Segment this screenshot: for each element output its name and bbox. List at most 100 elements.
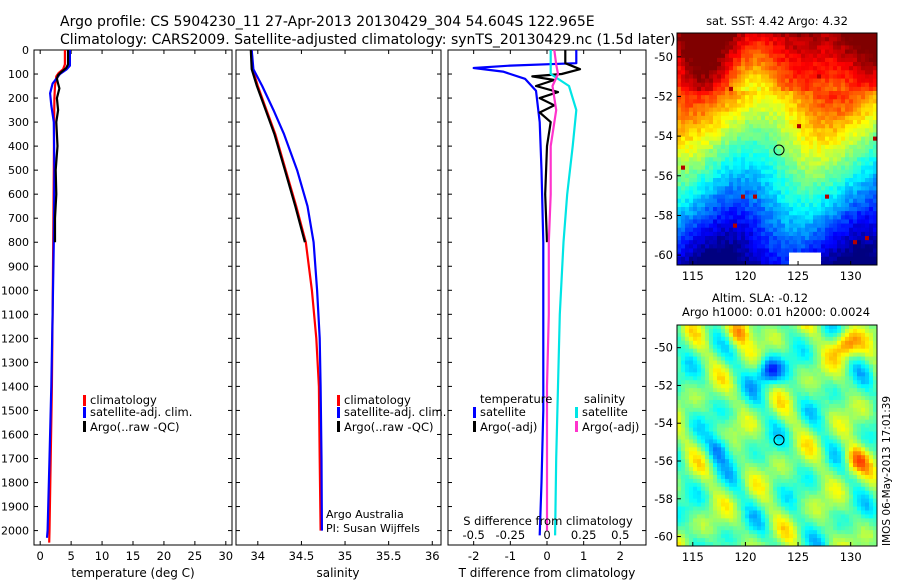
map-cell (745, 211, 750, 216)
map-cell (713, 231, 718, 237)
map-cell (849, 198, 854, 204)
map-cell (865, 356, 870, 362)
map-cell (709, 435, 714, 440)
map-cell (761, 368, 766, 373)
map-cell (721, 33, 726, 38)
map-cell (821, 380, 826, 385)
map-cell (761, 149, 766, 154)
map-cell (697, 376, 702, 381)
map-cell (861, 407, 866, 413)
map-cell (797, 169, 802, 175)
map-cell (789, 91, 794, 96)
map-cell (713, 70, 718, 75)
map-cell (757, 256, 762, 262)
map-cell (765, 157, 770, 162)
map-cell (849, 411, 854, 417)
map-cell (861, 332, 866, 338)
map-cell (865, 419, 870, 425)
argo-australia-label: Argo Australia (326, 508, 404, 521)
map-cell (733, 70, 738, 75)
map-cell (801, 45, 806, 51)
map-cell (785, 451, 790, 456)
map-cell (725, 86, 730, 92)
map-cell (677, 372, 682, 377)
map-cell (801, 33, 806, 38)
map-cell (753, 95, 758, 100)
map-cell (801, 128, 806, 133)
map-cell (681, 340, 686, 346)
map-cell (837, 399, 842, 405)
map-cell (729, 348, 734, 354)
map-cell (809, 260, 814, 266)
map-cell (781, 431, 786, 436)
map-cell (745, 244, 750, 249)
map-cell (725, 45, 730, 51)
map-cell (733, 165, 738, 171)
map-cell (705, 223, 710, 229)
map-cell (825, 244, 830, 249)
map-cell (801, 356, 806, 362)
map-cell (857, 244, 862, 249)
map-cell (733, 392, 738, 397)
map-cell (773, 356, 778, 362)
map-cell (721, 388, 726, 393)
map-cell (781, 455, 786, 460)
map-cell (701, 57, 706, 63)
map-cell (821, 427, 826, 433)
map-cell (761, 455, 766, 460)
map-cell (685, 423, 690, 429)
map-cell (817, 443, 822, 448)
map-cell (837, 256, 842, 262)
map-cell (805, 471, 810, 476)
map-cell (733, 115, 738, 121)
map-cell (689, 140, 694, 146)
map-cell (693, 66, 698, 71)
map-cell (705, 37, 710, 42)
map-cell (869, 144, 874, 150)
map-cell (733, 144, 738, 150)
map-cell (773, 128, 778, 133)
map-cell (685, 340, 690, 346)
map-cell (797, 82, 802, 88)
map-cell (865, 252, 870, 258)
map-cell (769, 219, 774, 225)
map-cell (837, 260, 842, 266)
map-cell (721, 332, 726, 338)
map-cell (689, 360, 694, 365)
map-cell (757, 211, 762, 216)
map-cell (709, 332, 714, 338)
map-cell (853, 173, 858, 179)
map-cell (829, 37, 834, 42)
map-cell (777, 219, 782, 225)
map-cell (793, 111, 798, 117)
map-cell (741, 467, 746, 472)
map-cell (873, 407, 878, 413)
map-cell (825, 95, 830, 100)
map-cell (693, 431, 698, 436)
difference-lines (472, 49, 582, 536)
map-cell (713, 447, 718, 452)
map-cell (701, 45, 706, 51)
map-cell (693, 240, 698, 245)
map-cell (793, 340, 798, 346)
map-cell (813, 336, 818, 342)
map-cell (785, 136, 790, 142)
map-cell (689, 57, 694, 63)
map-cell (725, 399, 730, 405)
map-cell (817, 399, 822, 405)
map-cell (869, 45, 874, 51)
map-cell (849, 427, 854, 433)
map-cell (745, 240, 750, 245)
map-cell (701, 111, 706, 117)
map-cell (693, 471, 698, 476)
map-cell (873, 344, 878, 350)
map-cell (701, 86, 706, 92)
map-cell (869, 415, 874, 421)
map-cell (737, 399, 742, 405)
map-cell (733, 190, 738, 196)
map-cell (709, 403, 714, 409)
map-cell (785, 207, 790, 212)
map-cell (841, 360, 846, 365)
map-cell (681, 231, 686, 237)
map-cell (857, 53, 862, 59)
